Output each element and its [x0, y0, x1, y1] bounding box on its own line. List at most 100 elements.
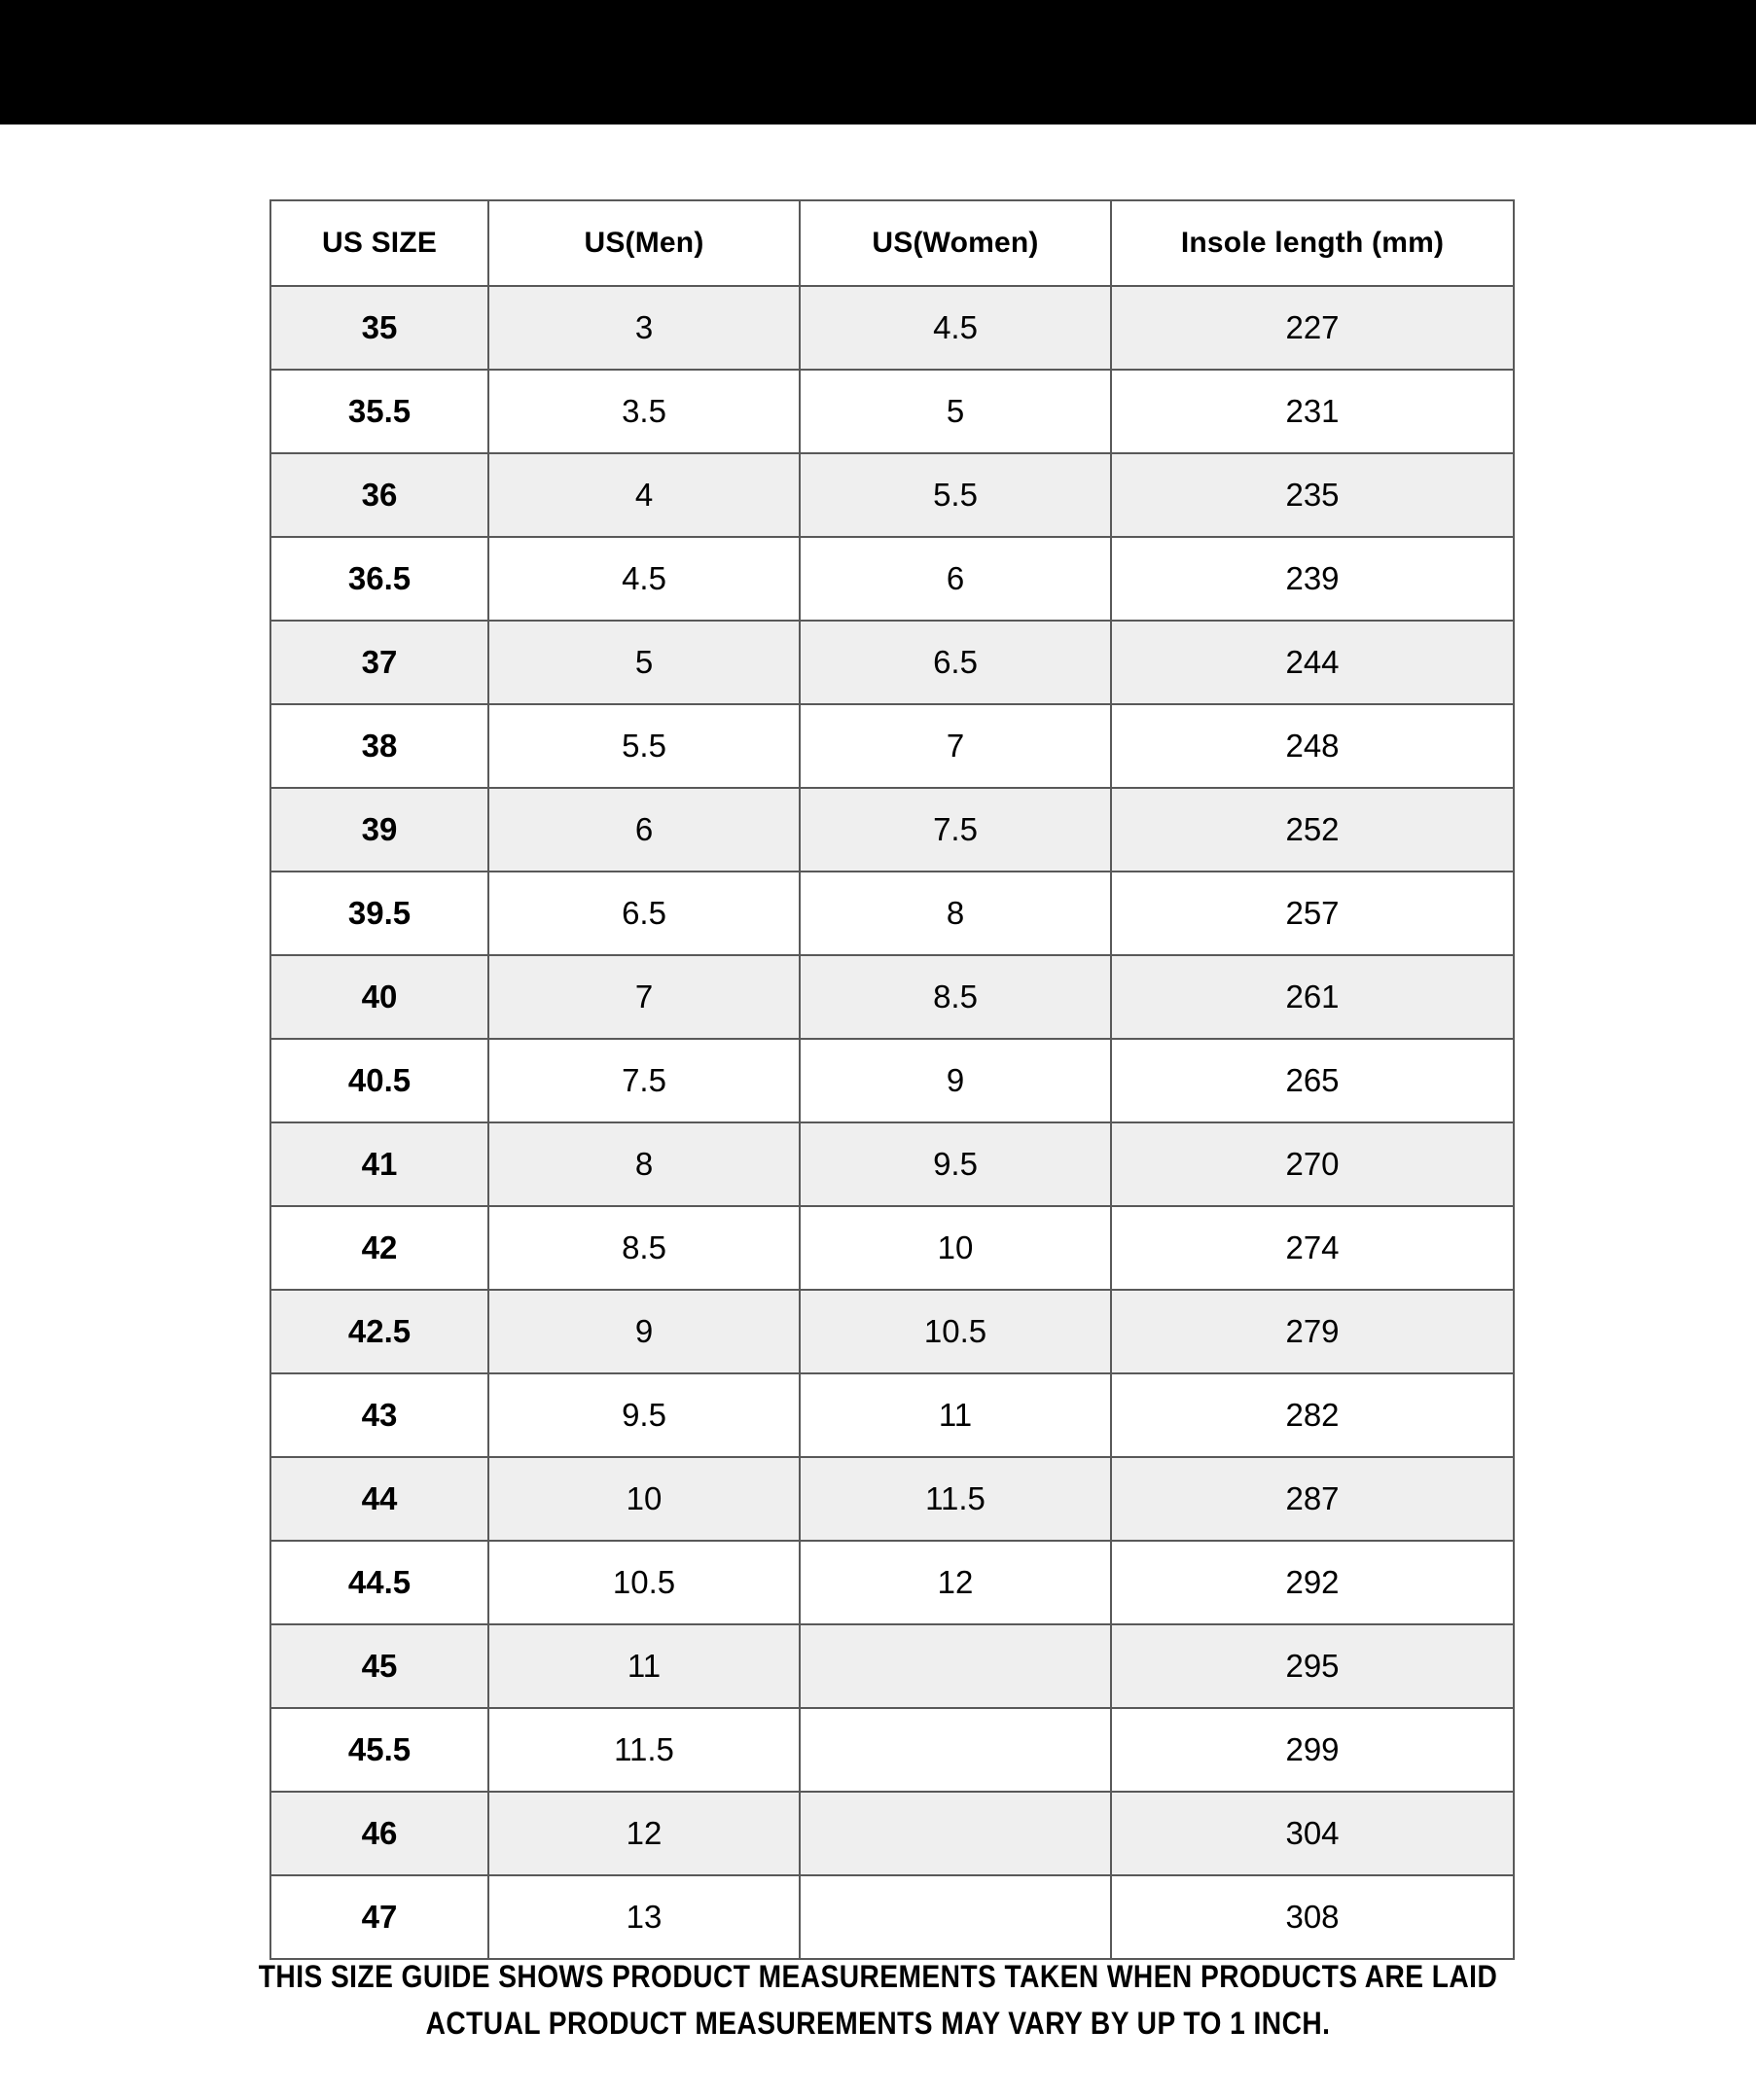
table-row: 44.5 10.5 12 292	[269, 1540, 1515, 1625]
table-row: 40 7 8.5 261	[269, 954, 1515, 1040]
cell-insole: 248	[1110, 703, 1515, 789]
cell-us-size: 44.5	[269, 1540, 489, 1625]
cell-insole: 257	[1110, 871, 1515, 956]
cell-us-size: 41	[269, 1121, 489, 1207]
table-row: 42 8.5 10 274	[269, 1205, 1515, 1291]
cell-insole: 295	[1110, 1623, 1515, 1709]
cell-us-men: 7.5	[487, 1038, 801, 1123]
cell-us-size: 45	[269, 1623, 489, 1709]
table-row: 45.5 11.5 299	[269, 1707, 1515, 1793]
cell-us-men: 5	[487, 620, 801, 705]
cell-insole: 231	[1110, 369, 1515, 454]
table-row: 45 11 295	[269, 1623, 1515, 1709]
cell-insole: 282	[1110, 1372, 1515, 1458]
cell-us-women: 7	[799, 703, 1112, 789]
header-row: US SIZE US(Men) US(Women) Insole length …	[269, 199, 1515, 287]
column-header-insole: Insole length (mm)	[1110, 199, 1515, 287]
cell-us-size: 38	[269, 703, 489, 789]
table-row: 35 3 4.5 227	[269, 285, 1515, 371]
table-row: 41 8 9.5 270	[269, 1121, 1515, 1207]
cell-us-women: 8	[799, 871, 1112, 956]
cell-us-size: 37	[269, 620, 489, 705]
cell-us-women: 12	[799, 1540, 1112, 1625]
cell-us-women: 10.5	[799, 1289, 1112, 1374]
cell-us-men: 7	[487, 954, 801, 1040]
cell-us-men: 9	[487, 1289, 801, 1374]
cell-insole: 239	[1110, 536, 1515, 622]
cell-us-size: 42.5	[269, 1289, 489, 1374]
table-row: 36.5 4.5 6 239	[269, 536, 1515, 622]
cell-us-men: 8.5	[487, 1205, 801, 1291]
disclaimer-line-1: THIS SIZE GUIDE SHOWS PRODUCT MEASUREMEN…	[258, 1959, 1498, 1994]
cell-insole: 299	[1110, 1707, 1515, 1793]
cell-insole: 227	[1110, 285, 1515, 371]
cell-us-men: 11.5	[487, 1707, 801, 1793]
cell-insole: 274	[1110, 1205, 1515, 1291]
table-row: 43 9.5 11 282	[269, 1372, 1515, 1458]
cell-us-women: 11	[799, 1372, 1112, 1458]
cell-us-size: 35	[269, 285, 489, 371]
cell-insole: 279	[1110, 1289, 1515, 1374]
top-black-banner	[0, 0, 1756, 125]
cell-insole: 308	[1110, 1874, 1515, 1960]
cell-us-size: 40.5	[269, 1038, 489, 1123]
cell-us-size: 35.5	[269, 369, 489, 454]
table-row: 44 10 11.5 287	[269, 1456, 1515, 1542]
cell-us-women: 6.5	[799, 620, 1112, 705]
cell-insole: 244	[1110, 620, 1515, 705]
cell-us-men: 6.5	[487, 871, 801, 956]
measurement-disclaimer: THIS SIZE GUIDE SHOWS PRODUCT MEASUREMEN…	[105, 1953, 1650, 2047]
cell-us-women	[799, 1707, 1112, 1793]
cell-us-women: 8.5	[799, 954, 1112, 1040]
cell-us-size: 47	[269, 1874, 489, 1960]
cell-us-women: 9	[799, 1038, 1112, 1123]
cell-us-men: 3	[487, 285, 801, 371]
cell-us-men: 12	[487, 1791, 801, 1876]
cell-us-women	[799, 1623, 1112, 1709]
cell-us-size: 39	[269, 787, 489, 872]
cell-us-size: 39.5	[269, 871, 489, 956]
cell-us-women: 6	[799, 536, 1112, 622]
cell-insole: 287	[1110, 1456, 1515, 1542]
cell-us-women: 11.5	[799, 1456, 1112, 1542]
cell-us-size: 46	[269, 1791, 489, 1876]
table-row: 35.5 3.5 5 231	[269, 369, 1515, 454]
cell-insole: 235	[1110, 452, 1515, 538]
cell-us-men: 8	[487, 1121, 801, 1207]
size-chart-table: US SIZE US(Men) US(Women) Insole length …	[269, 199, 1515, 1960]
cell-insole: 261	[1110, 954, 1515, 1040]
cell-us-size: 44	[269, 1456, 489, 1542]
cell-insole: 304	[1110, 1791, 1515, 1876]
table-header: US SIZE US(Men) US(Women) Insole length …	[269, 199, 1515, 287]
table-row: 42.5 9 10.5 279	[269, 1289, 1515, 1374]
cell-us-size: 36	[269, 452, 489, 538]
cell-us-men: 10	[487, 1456, 801, 1542]
table-body: 35 3 4.5 227 35.5 3.5 5 231 36 4 5.5 235 36.5 4.5 6 239…	[269, 285, 1515, 1960]
cell-us-size: 36.5	[269, 536, 489, 622]
cell-us-women: 10	[799, 1205, 1112, 1291]
cell-us-men: 9.5	[487, 1372, 801, 1458]
page-content: US SIZE US(Men) US(Women) Insole length …	[0, 125, 1756, 2100]
cell-us-men: 10.5	[487, 1540, 801, 1625]
disclaimer-line-2: ACTUAL PRODUCT MEASUREMENTS MAY VARY BY …	[425, 2006, 1331, 2041]
cell-us-size: 42	[269, 1205, 489, 1291]
cell-insole: 265	[1110, 1038, 1515, 1123]
column-header-us-men: US(Men)	[487, 199, 801, 287]
table-row: 38 5.5 7 248	[269, 703, 1515, 789]
table-row: 39.5 6.5 8 257	[269, 871, 1515, 956]
column-header-us-size: US SIZE	[269, 199, 489, 287]
cell-us-men: 13	[487, 1874, 801, 1960]
cell-us-women: 4.5	[799, 285, 1112, 371]
table-row: 37 5 6.5 244	[269, 620, 1515, 705]
table-row: 39 6 7.5 252	[269, 787, 1515, 872]
cell-us-men: 11	[487, 1623, 801, 1709]
cell-us-men: 3.5	[487, 369, 801, 454]
cell-us-size: 40	[269, 954, 489, 1040]
cell-us-women: 9.5	[799, 1121, 1112, 1207]
cell-insole: 270	[1110, 1121, 1515, 1207]
column-header-us-women: US(Women)	[799, 199, 1112, 287]
table-row: 46 12 304	[269, 1791, 1515, 1876]
cell-us-men: 4.5	[487, 536, 801, 622]
cell-us-men: 4	[487, 452, 801, 538]
cell-insole: 252	[1110, 787, 1515, 872]
